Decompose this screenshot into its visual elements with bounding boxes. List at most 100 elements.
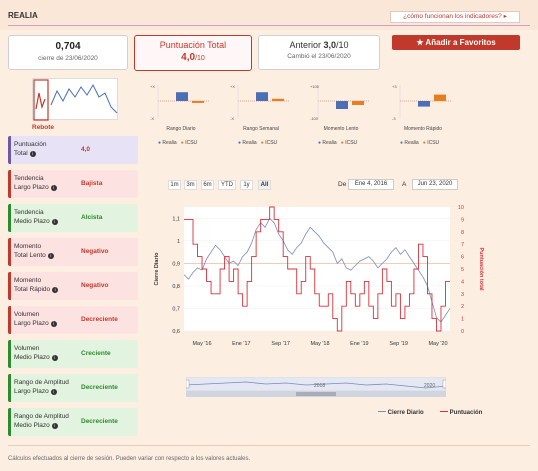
- range-button[interactable]: YTD: [218, 180, 236, 190]
- indicator-value: Negativo: [81, 282, 109, 289]
- y-right-tick: 2: [461, 304, 464, 310]
- info-icon[interactable]: i: [52, 287, 59, 293]
- close-box: 0,704 cierre de 23/06/2020: [8, 35, 128, 70]
- score-value: 4,0/10: [181, 52, 205, 63]
- previous-line: Anterior 3,0/10: [289, 40, 349, 50]
- indicator-name: Volumen Medio Plazo i: [14, 344, 74, 362]
- range-navigator[interactable]: 2018 2020: [185, 376, 447, 397]
- legend-close[interactable]: Cierre Diario: [378, 410, 424, 416]
- range-button[interactable]: 3m: [184, 180, 197, 190]
- caret-right-icon: ▸: [503, 13, 507, 20]
- mini-bar-chart: +100 -100 Momento Lento: [310, 82, 372, 132]
- previous-changed: Cambió el 23/06/2020: [287, 53, 351, 60]
- y-left-tick: 0,9: [172, 261, 180, 267]
- mini-axis-bottom: -X: [230, 116, 234, 121]
- navigator-label-1: 2020: [424, 383, 435, 389]
- mini-bar-realia: [176, 92, 188, 101]
- indicator-value: Decreciente: [81, 384, 118, 391]
- main-chart: 0,6 0,7 0,8 0,9 1 1,1 0 1 2 3 4 5 6 7 8 9 10 May '16 Ene '…: [148, 193, 488, 353]
- indicator-row[interactable]: Momento Total Lento i Negativo: [8, 238, 138, 266]
- indicator-name: Rango de Amplitud Medio Plazo i: [14, 413, 69, 429]
- y-right-tick: 10: [458, 205, 464, 211]
- help-link[interactable]: ¿cómo funcionan los indicadores? ▸: [390, 11, 520, 23]
- indicator-value: 4,0: [81, 146, 91, 153]
- y-left-tick: 0,7: [172, 306, 180, 312]
- info-icon[interactable]: i: [50, 389, 57, 395]
- indicator-value: Decreciente: [81, 418, 118, 425]
- indicator-row[interactable]: Volumen Medio Plazo i Creciente: [8, 340, 138, 368]
- indicator-name: Tendencia Largo Plazo i: [14, 174, 74, 192]
- mini-axis-bottom: -3: [392, 116, 396, 121]
- to-label: A: [402, 181, 407, 188]
- indicator-name: Puntuación Total i: [14, 141, 47, 157]
- from-date-input[interactable]: Ene 4, 2016: [348, 179, 394, 190]
- to-date-input[interactable]: Jun 23, 2020: [412, 179, 458, 190]
- mini-bar-realia: [418, 101, 430, 107]
- indicator-row[interactable]: Tendencia Medio Plazo i Alcista: [8, 204, 138, 232]
- y-left-tick: 1: [177, 239, 180, 245]
- x-tick: Sep '17: [271, 341, 289, 347]
- indicator-row[interactable]: Tendencia Largo Plazo i Bajista: [8, 170, 138, 198]
- y-right-tick: 8: [461, 230, 464, 236]
- indicator-value: Decreciente: [81, 316, 118, 323]
- mini-bar-chart: +3 -3 Momento Rápido: [392, 82, 454, 132]
- indicator-row[interactable]: Rango de Amplitud Medio Plazo i Decreciente: [8, 408, 138, 436]
- mini-axis-bottom: -X: [150, 116, 154, 121]
- indicator-value: Bajista: [81, 180, 103, 187]
- range-button[interactable]: All: [258, 180, 271, 190]
- x-tick: May '18: [310, 341, 329, 347]
- legend-score[interactable]: Puntuación: [440, 410, 482, 416]
- y-right-tick: 3: [461, 292, 464, 298]
- mini-legend: ● Realia ● ICSU: [158, 140, 198, 146]
- y-left-tick: 0,8: [172, 284, 180, 290]
- score-box: Puntuación Total 4,0/10: [134, 35, 252, 71]
- y-right-tick: 6: [461, 255, 464, 261]
- indicator-row[interactable]: Puntuación Total i 4,0: [8, 136, 138, 164]
- range-button[interactable]: 1m: [168, 180, 181, 190]
- indicator-value: Creciente: [81, 350, 111, 357]
- previous-box: Anterior 3,0/10 Cambió el 23/06/2020: [258, 35, 380, 70]
- info-icon[interactable]: i: [47, 253, 54, 259]
- y-right-tick: 4: [461, 279, 464, 285]
- info-icon[interactable]: i: [51, 219, 58, 225]
- info-icon[interactable]: i: [50, 321, 57, 327]
- indicator-name: Momento Total Lento i: [14, 242, 74, 260]
- mini-chart-label: Momento Rápido: [403, 126, 443, 132]
- info-icon[interactable]: i: [51, 423, 58, 429]
- x-tick: May '16: [192, 341, 211, 347]
- x-tick: Sep '19: [389, 341, 407, 347]
- info-icon[interactable]: i: [51, 355, 58, 361]
- mini-axis-top: +3: [392, 84, 397, 89]
- y-right-tick: 5: [461, 267, 464, 273]
- x-tick: Ene '19: [350, 341, 368, 347]
- indicator-value: Alcista: [81, 214, 103, 221]
- indicator-name: Momento Total Rápido i: [14, 276, 74, 294]
- mini-bar-realia: [336, 101, 348, 109]
- indicator-row[interactable]: Rango de Amplitud Largo Plazo i Decreciente: [8, 374, 138, 402]
- mini-chart-label: Rango Semanal: [243, 126, 279, 132]
- mini-bar-chart: +X -X Rango Diario: [150, 82, 212, 132]
- from-label: De: [338, 181, 347, 188]
- mini-legend: ● Realia ● ICSU: [400, 140, 440, 146]
- star-icon: ★: [416, 38, 424, 47]
- y-left-label: Cierre Diario: [154, 252, 160, 286]
- range-button[interactable]: 1y: [240, 180, 253, 190]
- info-icon[interactable]: i: [50, 185, 57, 191]
- navigator-handle-right: [442, 379, 447, 389]
- navigator-label-0: 2018: [314, 383, 325, 389]
- y-right-tick: 1: [461, 317, 464, 323]
- range-button[interactable]: 6m: [201, 180, 214, 190]
- indicator-value: Negativo: [81, 248, 109, 255]
- y-right-tick: 9: [461, 217, 464, 223]
- y-right-tick: 0: [461, 329, 464, 335]
- close-date: cierre de 23/06/2020: [38, 55, 98, 62]
- indicator-row[interactable]: Momento Total Rápido i Negativo: [8, 272, 138, 300]
- indicator-name: Tendencia Medio Plazo i: [14, 208, 74, 226]
- info-icon[interactable]: i: [29, 151, 36, 157]
- indicator-row[interactable]: Volumen Largo Plazo i Decreciente: [8, 306, 138, 334]
- indicator-name: Volumen Largo Plazo i: [14, 310, 74, 328]
- add-favorites-button[interactable]: ★ Añadir a Favoritos: [392, 35, 520, 50]
- mini-chart-label: Rango Diario: [166, 126, 196, 132]
- header-divider: [8, 25, 530, 26]
- navigator-handle-left: [185, 379, 190, 389]
